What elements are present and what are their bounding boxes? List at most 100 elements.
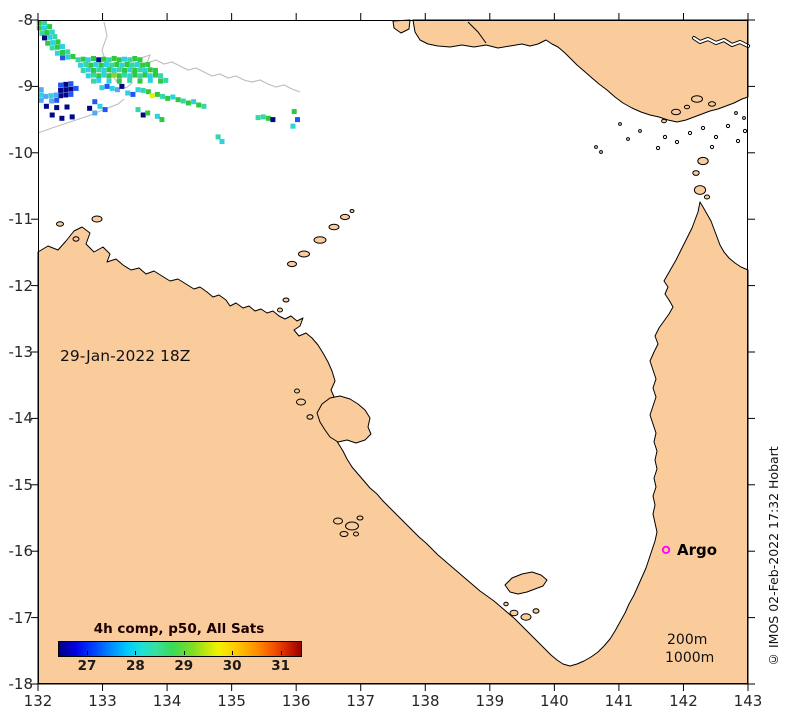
sst-pixel: [63, 81, 69, 87]
x-tick-label: 135: [217, 692, 246, 710]
sst-pixel: [39, 30, 45, 36]
colorbar-tick: [87, 651, 88, 655]
sst-pixel: [132, 56, 138, 61]
x-tick-label: 137: [346, 692, 376, 710]
sst-pixel: [59, 115, 65, 121]
sst-pixel: [83, 62, 89, 67]
sst-pixel: [60, 50, 65, 55]
y-tick-label: -8: [18, 11, 33, 29]
sst-pixel: [102, 107, 108, 113]
sst-pixel: [130, 91, 136, 97]
sst-pixel: [97, 103, 103, 109]
y-tick-label: -11: [8, 210, 34, 229]
sst-pixel: [215, 134, 221, 140]
sst-pixel: [147, 77, 153, 83]
y-tick-label: -14: [8, 409, 34, 428]
sst-pixel: [116, 78, 122, 84]
sst-pixel: [64, 104, 70, 110]
copyright-text: © IMOS 02-Feb-2022 17:32 Hobart: [766, 446, 781, 668]
sst-pixel: [122, 72, 127, 78]
x-tick-label: 143: [733, 692, 763, 710]
island-mornington: [504, 571, 548, 595]
sst-pixel: [68, 81, 74, 87]
y-tick-label: -10: [8, 143, 34, 162]
sst-pixel: [49, 98, 55, 104]
x-tick-label: 142: [669, 692, 698, 710]
sst-pixel: [154, 91, 160, 97]
sst-pixel: [111, 72, 117, 78]
sst-pixel: [45, 40, 51, 46]
y-tick-label: -15: [8, 475, 34, 494]
sst-pixel: [106, 73, 112, 79]
sst-pixel: [49, 29, 55, 35]
sst-pixel: [111, 68, 117, 73]
sst-pixel: [38, 97, 44, 103]
sst-pixel: [73, 85, 79, 91]
sst-pixel: [135, 107, 141, 113]
sst-pixel: [47, 34, 53, 40]
sst-pixel: [80, 56, 86, 62]
sst-pixel: [127, 67, 133, 73]
sst-pixel: [96, 73, 102, 79]
sst-pixel: [65, 54, 71, 60]
sst-pixel: [96, 67, 102, 73]
sst-pixel: [270, 117, 276, 123]
sst-pixel: [265, 115, 271, 121]
sst-pixel: [160, 93, 166, 99]
sst-pixel: [106, 78, 112, 84]
y-tick-label: -18: [8, 675, 34, 693]
sst-pixel: [122, 68, 127, 73]
sst-pixel: [93, 62, 99, 67]
sst-pixel: [85, 67, 91, 73]
sst-pixel: [124, 62, 130, 67]
x-tick-label: 133: [88, 692, 117, 710]
sst-pixel: [158, 73, 164, 79]
sst-pixel: [106, 57, 112, 63]
sst-pixel: [109, 62, 115, 68]
sst-pixel: [91, 68, 96, 73]
sst-pixel: [43, 93, 49, 99]
sst-pixel: [137, 67, 143, 73]
sst-pixel: [69, 114, 75, 120]
sst-pixel: [36, 25, 42, 31]
sst-pixel: [127, 57, 133, 63]
sst-pixel-layer: [36, 20, 300, 144]
colorbar-tick: [135, 651, 137, 655]
x-tick-label: 134: [152, 692, 182, 710]
sst-pixel: [88, 62, 94, 68]
sst-pixel: [147, 67, 153, 73]
sst-pixel: [49, 112, 55, 118]
sst-pixel: [119, 62, 125, 68]
island-groote-eylandt: [316, 395, 372, 444]
sst-pixel: [38, 87, 44, 93]
sst-pixel: [163, 77, 169, 83]
sst-pixel: [137, 73, 143, 79]
x-tick-label: 139: [475, 692, 505, 710]
sst-pixel: [106, 67, 112, 73]
sst-pixel: [98, 62, 104, 68]
sst-pixel: [47, 24, 53, 30]
sst-pixel: [104, 83, 110, 89]
sst-pixel: [175, 97, 181, 103]
sst-pixel: [70, 54, 76, 59]
sst-pixel: [53, 92, 59, 98]
depth-contour-line: [37, 98, 125, 134]
depth-label-1000m: 1000m: [665, 650, 715, 666]
sst-pixel: [154, 113, 160, 119]
sst-pixel: [201, 103, 207, 109]
land-layer: [37, 19, 749, 685]
sst-pixel: [170, 94, 176, 100]
sst-pixel: [44, 30, 50, 36]
axis-ticks: [31, 13, 755, 691]
sst-pixel: [127, 77, 133, 83]
sst-pixel: [137, 78, 143, 84]
sst-pixel: [295, 117, 300, 123]
sst-pixel: [87, 105, 93, 111]
colorbar-tick-label: 31: [271, 658, 290, 674]
sst-pixel: [290, 123, 296, 129]
date-label: 29-Jan-2022 18Z: [60, 347, 191, 365]
sst-pixel: [127, 73, 133, 79]
sst-pixel: [114, 62, 120, 67]
